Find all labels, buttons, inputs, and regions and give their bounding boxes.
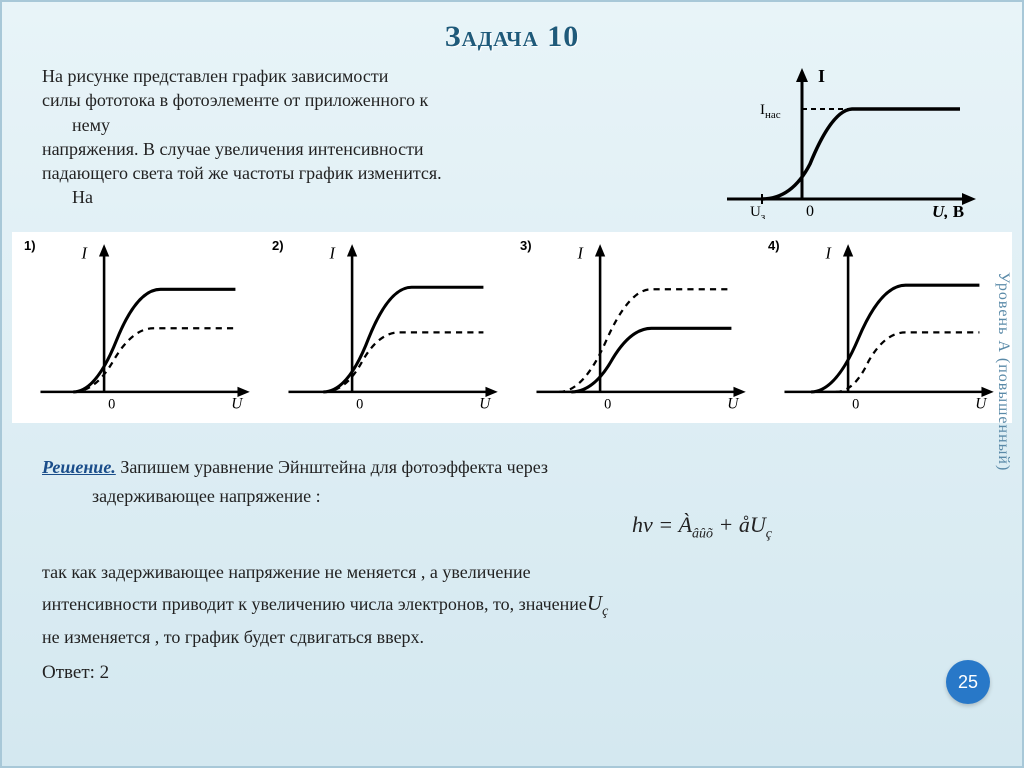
svg-text:0: 0 xyxy=(108,396,115,412)
solution-text: Запишем уравнение Эйнштейна для фотоэффе… xyxy=(116,457,548,477)
x-neg-label: Uз xyxy=(750,204,765,219)
problem-line: На рисунке представлен график зависимост… xyxy=(42,64,672,88)
solution-label: Решение. xyxy=(42,457,116,477)
solution-line: не изменяется , то график будет сдвигать… xyxy=(42,623,982,652)
option-3: 3) I 0 U xyxy=(518,238,754,417)
option-number: 4) xyxy=(768,238,780,253)
svg-text:0: 0 xyxy=(604,396,611,412)
svg-text:I: I xyxy=(825,244,833,263)
option-number: 2) xyxy=(272,238,284,253)
problem-line: напряжения. В случае увеличения интенсив… xyxy=(42,137,672,161)
solution-line: Решение. Запишем уравнение Эйнштейна для… xyxy=(42,453,982,482)
main-graph-svg: I Iнас Uз 0 U, B xyxy=(692,64,982,219)
u-variable: Uç xyxy=(587,591,608,615)
solution-text: интенсивности приводит к увеличению числ… xyxy=(42,594,587,614)
main-graph: I Iнас Uз 0 U, B xyxy=(692,64,982,224)
svg-text:U: U xyxy=(231,395,243,412)
option-number: 1) xyxy=(24,238,36,253)
problem-line: На xyxy=(42,185,672,209)
solution-line: интенсивности приводит к увеличению числ… xyxy=(42,587,982,624)
problem-line: силы фототока в фотоэлементе от приложен… xyxy=(42,88,672,112)
option-1: 1) I 0 U xyxy=(22,238,258,417)
saturation-label: Iнас xyxy=(760,102,781,121)
options-row: 1) I 0 U 2) I xyxy=(12,232,1012,423)
slide: Задача 10 На рисунке представлен график … xyxy=(0,0,1024,768)
problem-line: падающего света той же частоты график из… xyxy=(42,161,672,185)
side-level-label: Уровень А (повышенный) xyxy=(994,272,1012,471)
svg-text:I: I xyxy=(329,244,337,263)
origin-label: 0 xyxy=(806,203,814,219)
answer-label: Ответ: xyxy=(42,662,100,683)
option-graph-svg: I 0 U xyxy=(270,238,506,412)
option-graph-svg: I 0 U xyxy=(518,238,754,412)
option-graph-svg: I 0 U xyxy=(766,238,1002,412)
answer-line: Ответ: 2 xyxy=(42,658,982,688)
y-axis-label: I xyxy=(818,66,825,86)
slide-title: Задача 10 xyxy=(42,20,982,54)
option-number: 3) xyxy=(520,238,532,253)
solution-block: Решение. Запишем уравнение Эйнштейна для… xyxy=(42,453,982,688)
svg-text:I: I xyxy=(81,244,89,263)
option-4: 4) I 0 U xyxy=(766,238,1002,417)
answer-value: 2 xyxy=(100,662,110,683)
problem-line: нему xyxy=(42,113,672,137)
option-2: 2) I 0 U xyxy=(270,238,506,417)
option-graph-svg: I 0 U xyxy=(22,238,258,412)
svg-text:U: U xyxy=(479,395,491,412)
page-number: 25 xyxy=(958,672,978,693)
equation: hν = Àâûõ + åUç xyxy=(422,507,982,546)
svg-text:U: U xyxy=(727,395,739,412)
solution-line: так как задерживающее напряжение не меня… xyxy=(42,558,982,587)
svg-text:U: U xyxy=(975,395,987,412)
problem-text: На рисунке представлен график зависимост… xyxy=(42,64,672,224)
x-axis-label: U, B xyxy=(932,202,964,219)
page-number-badge: 25 xyxy=(946,660,990,704)
top-row: На рисунке представлен график зависимост… xyxy=(42,64,982,224)
svg-text:0: 0 xyxy=(356,396,363,412)
svg-text:0: 0 xyxy=(852,396,859,412)
svg-text:I: I xyxy=(577,244,585,263)
